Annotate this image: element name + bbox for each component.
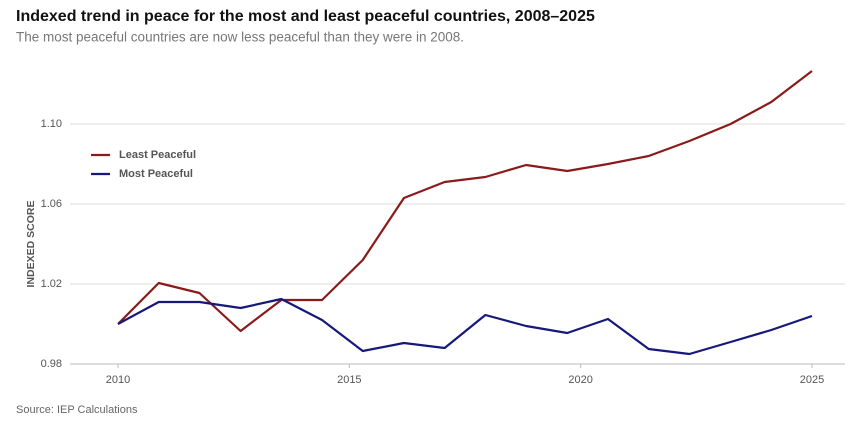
chart-subtitle: The most peaceful countries are now less… bbox=[16, 30, 464, 45]
x-tick-label: 2020 bbox=[568, 374, 592, 386]
chart-title: Indexed trend in peace for the most and … bbox=[16, 8, 595, 25]
y-tick-label: 1.10 bbox=[41, 118, 62, 130]
source: Source: IEP Calculations bbox=[16, 404, 138, 416]
x-tick-label: 2025 bbox=[800, 374, 824, 386]
x-tick-label: 2015 bbox=[337, 374, 361, 386]
legend-label: Least Peaceful bbox=[119, 149, 196, 161]
series-line bbox=[117, 70, 813, 333]
y-tick-label: 0.98 bbox=[41, 358, 62, 370]
series-line bbox=[117, 297, 813, 356]
y-tick-label: 1.02 bbox=[41, 278, 62, 290]
y-tick-label: 1.06 bbox=[41, 198, 62, 210]
legend-label: Most Peaceful bbox=[119, 168, 193, 180]
y-axis-label: INDEXED SCORE bbox=[25, 201, 37, 288]
x-tick-label: 2010 bbox=[106, 374, 130, 386]
